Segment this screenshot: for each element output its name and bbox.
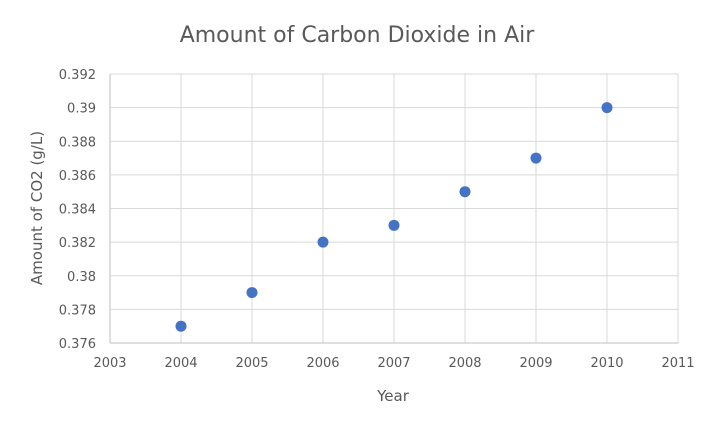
x-tick-label: 2008: [448, 356, 481, 371]
data-point: [530, 152, 542, 164]
x-tick-label: 2003: [93, 356, 126, 371]
x-tick-label: 2010: [590, 356, 623, 371]
y-tick-label: 0.38: [67, 270, 96, 285]
x-tick-label: 2005: [235, 356, 268, 371]
data-points: [175, 102, 613, 332]
x-tick-label: 2004: [164, 356, 197, 371]
gridlines: [109, 73, 679, 344]
y-tick-label: 0.392: [59, 68, 96, 83]
x-axis-label: Year: [376, 387, 410, 405]
y-tick-label: 0.378: [59, 303, 96, 318]
data-point: [388, 219, 400, 231]
y-tick-label: 0.386: [59, 169, 96, 184]
x-tick-label: 2007: [377, 356, 410, 371]
y-tick-label: 0.388: [59, 135, 96, 150]
x-tick-label: 2009: [519, 356, 552, 371]
data-point: [246, 287, 258, 299]
x-tick-label: 2011: [661, 356, 694, 371]
data-point: [459, 186, 471, 198]
data-point: [175, 320, 187, 332]
y-axis-label: Amount of CO2 (g/L): [28, 131, 46, 285]
tick-labels: 2003 2004 2005 2006 2007 2008 2009 2010 2011 0.37…: [59, 68, 695, 371]
chart-title: Amount of Carbon Dioxide in Air: [180, 23, 536, 48]
y-tick-label: 0.384: [59, 203, 96, 218]
data-point: [601, 102, 613, 114]
data-point: [317, 236, 329, 248]
y-tick-label: 0.376: [59, 337, 96, 352]
y-tick-label: 0.39: [67, 102, 96, 117]
y-tick-label: 0.382: [59, 236, 96, 251]
x-tick-label: 2006: [306, 356, 339, 371]
